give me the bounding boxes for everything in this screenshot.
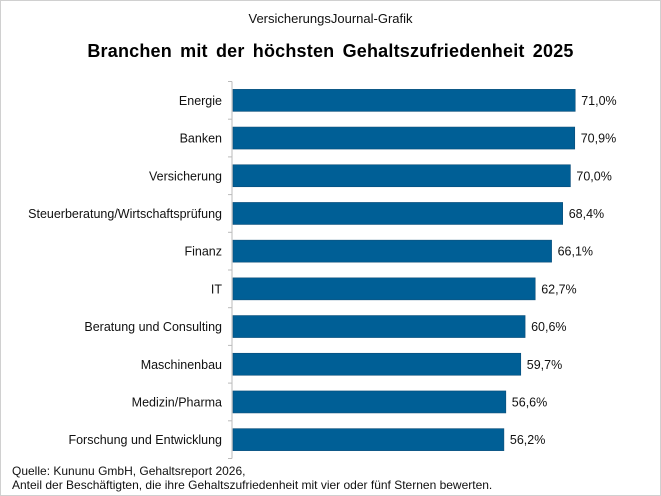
data-label: 71,0%	[581, 94, 616, 108]
footnote: Anteil der Beschäftigten, die ihre Gehal…	[12, 478, 493, 492]
data-label: 68,4%	[569, 207, 604, 221]
category-label: Forschung und Entwicklung	[68, 433, 222, 447]
category-label: IT	[211, 282, 222, 296]
source-note: Quelle: Kununu GmbH, Gehaltsreport 2026,	[12, 464, 246, 478]
category-label: Banken	[180, 132, 222, 146]
bar	[232, 239, 552, 263]
category-label: Beratung und Consulting	[84, 320, 222, 334]
bar	[232, 164, 571, 188]
data-label: 70,0%	[576, 169, 611, 183]
category-label: Medizin/Pharma	[132, 395, 222, 409]
category-label: Maschinenbau	[141, 358, 222, 372]
data-label: 62,7%	[541, 282, 576, 296]
chart-subtitle: VersicherungsJournal-Grafik	[248, 11, 413, 26]
bar	[232, 89, 576, 112]
category-label: Versicherung	[149, 169, 222, 183]
category-label: Energie	[179, 94, 222, 108]
data-label: 59,7%	[527, 358, 562, 372]
data-label: 56,6%	[512, 395, 547, 409]
bar	[232, 352, 522, 376]
bar	[232, 390, 507, 414]
bar	[232, 315, 526, 338]
data-label: 66,1%	[558, 245, 593, 259]
bar	[232, 202, 563, 225]
data-label: 56,2%	[510, 433, 545, 447]
bar	[232, 277, 536, 301]
bar	[232, 126, 576, 150]
bar	[232, 428, 505, 451]
data-label: 60,6%	[531, 320, 566, 334]
data-label: 70,9%	[581, 132, 616, 146]
category-label: Steuerberatung/Wirtschaftsprüfung	[28, 207, 222, 221]
category-label: Finanz	[184, 245, 222, 259]
chart-title: Branchen mit der höchsten Gehaltszufried…	[87, 41, 574, 61]
